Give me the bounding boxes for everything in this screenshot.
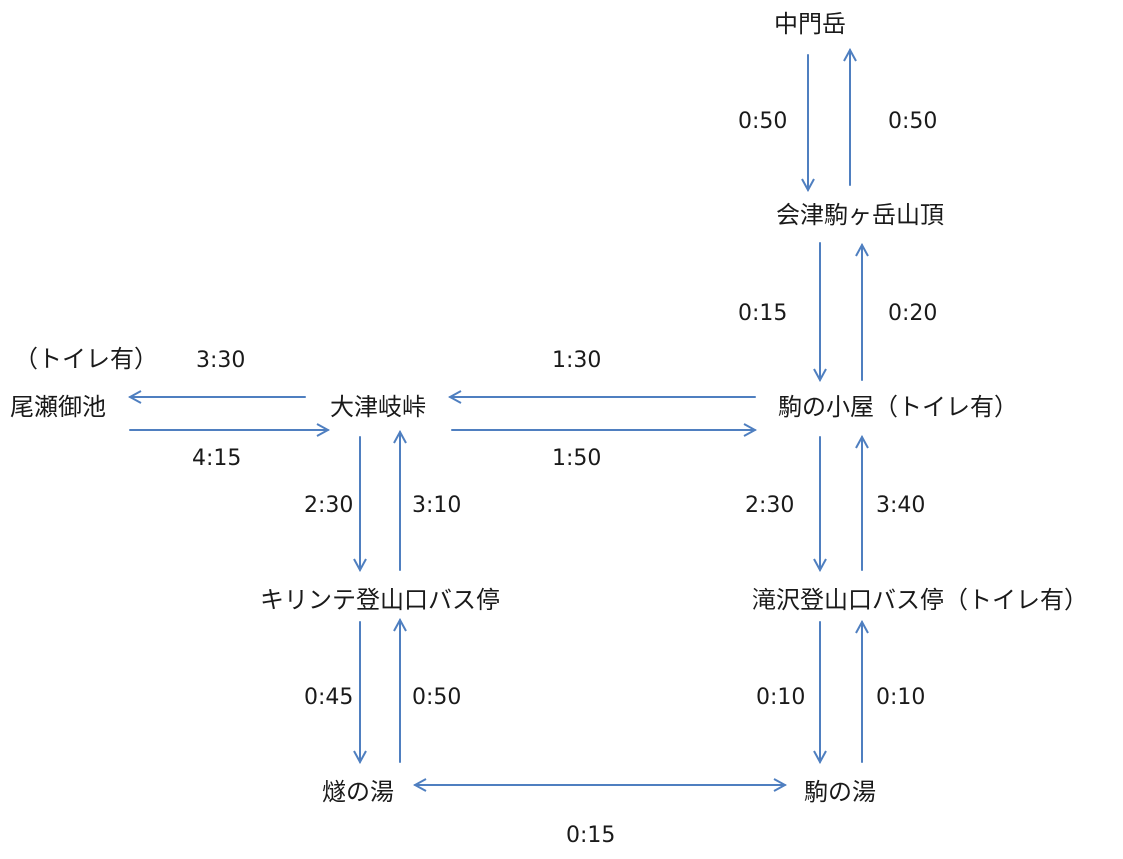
node-otsuki: 大津岐峠: [330, 393, 426, 421]
time-otsuki-up: 3:10: [412, 493, 461, 518]
node-oze-toilet: （トイレ有）: [14, 345, 158, 373]
node-komanoyu: 駒の湯: [804, 778, 876, 806]
time-summit-up: 0:20: [888, 301, 937, 326]
time-nakamon-down: 0:50: [738, 109, 787, 134]
node-nakamon: 中門岳: [774, 10, 846, 38]
time-hut-to-otsuki: 1:30: [552, 348, 601, 373]
time-takizawa-down: 0:10: [756, 685, 805, 710]
time-oze-to-otsuki: 4:15: [192, 446, 241, 471]
node-hut: 駒の小屋（トイレ有）: [778, 393, 1018, 421]
time-otsuki-to-hut: 1:50: [552, 446, 601, 471]
time-otsuki-down: 2:30: [304, 493, 353, 518]
time-nakamon-up: 0:50: [888, 109, 937, 134]
time-kirinte-down: 0:45: [304, 685, 353, 710]
time-summit-down: 0:15: [738, 301, 787, 326]
time-hut-down: 2:30: [745, 493, 794, 518]
time-takizawa-up: 0:10: [876, 685, 925, 710]
time-otsuki-to-oze: 3:30: [196, 348, 245, 373]
node-oze: 尾瀬御池: [10, 393, 106, 421]
node-tomoshibi: 燧の湯: [322, 778, 394, 806]
node-takizawa: 滝沢登山口バス停（トイレ有）: [752, 586, 1088, 614]
node-summit: 会津駒ヶ岳山頂: [776, 201, 944, 229]
time-hut-up: 3:40: [876, 493, 925, 518]
time-yu-link: 0:15: [566, 823, 615, 848]
time-kirinte-up: 0:50: [412, 685, 461, 710]
node-kirinte: キリンテ登山口バス停: [260, 586, 500, 614]
